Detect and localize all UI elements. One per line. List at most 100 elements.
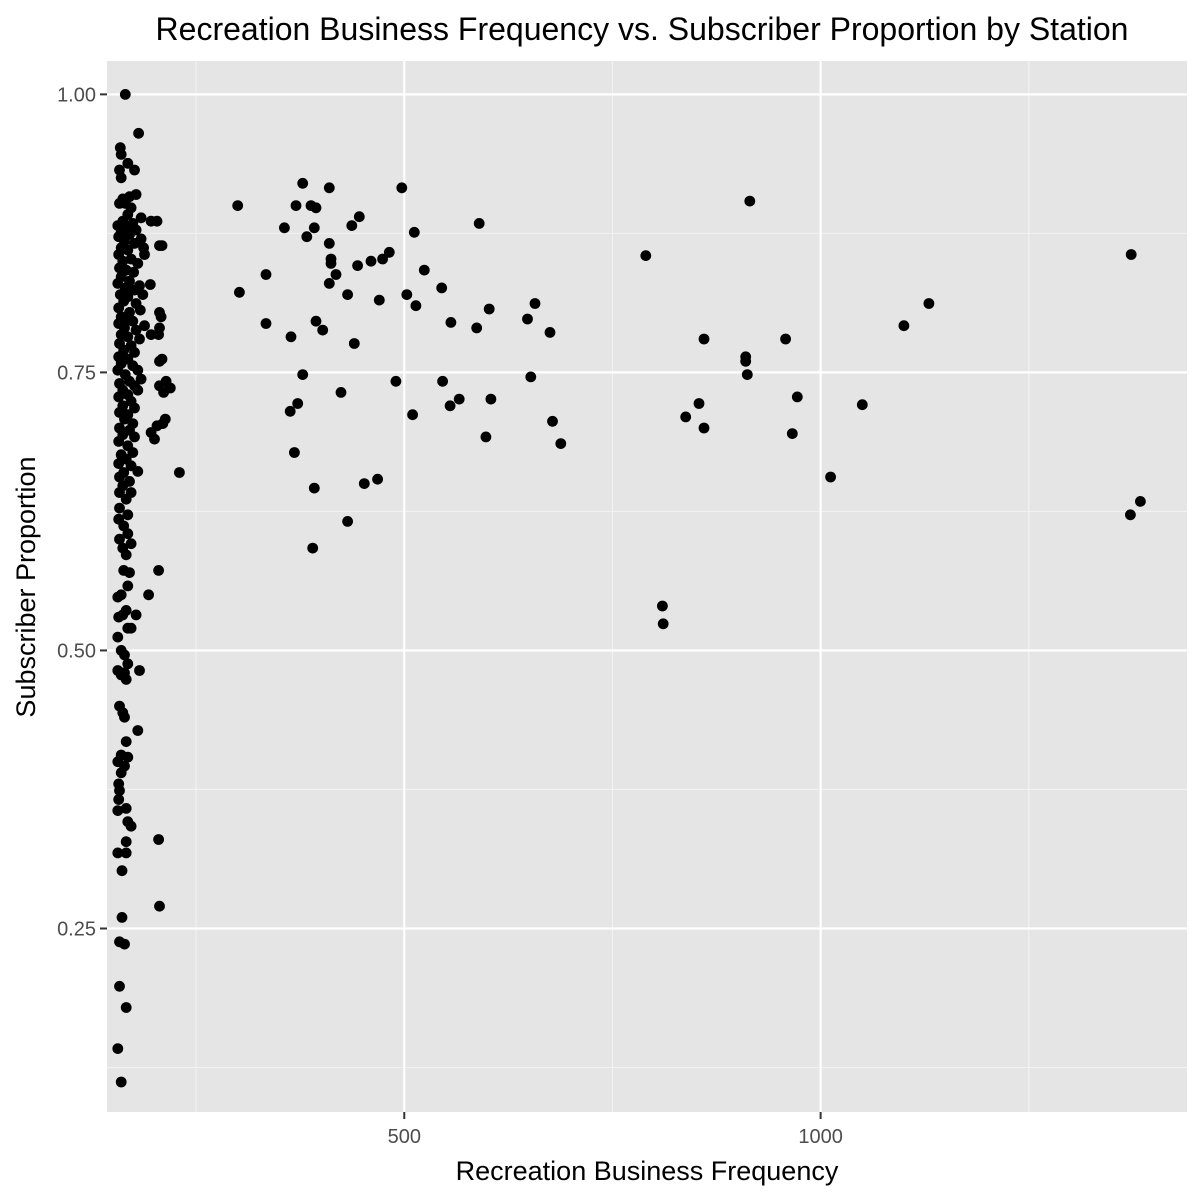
- scatter-point: [119, 413, 130, 425]
- scatter-point: [122, 509, 134, 521]
- scatter-point: [657, 618, 669, 630]
- scatter-point: [260, 318, 272, 329]
- scatter-point: [693, 398, 705, 409]
- scatter-point: [129, 431, 140, 443]
- scatter-point: [122, 658, 134, 670]
- scatter-point: [260, 269, 272, 280]
- scatter-point: [436, 282, 448, 294]
- scatter-point: [129, 238, 140, 249]
- scatter-point: [133, 127, 145, 139]
- scatter-point: [144, 279, 156, 290]
- scatter-point: [390, 375, 402, 387]
- scatter-point: [153, 329, 165, 340]
- y-tick-label: 1.00: [57, 84, 96, 106]
- scatter-point: [112, 631, 124, 643]
- scatter-point: [114, 533, 125, 545]
- scatter-point: [113, 458, 125, 469]
- scatter-point: [297, 177, 309, 189]
- scatter-point: [522, 313, 533, 325]
- scatter-point: [151, 215, 163, 227]
- scatter-point: [473, 218, 485, 229]
- scatter-point: [125, 820, 137, 832]
- scatter-point: [116, 912, 128, 923]
- scatter-point: [232, 200, 244, 212]
- y-axis-title: Subscriber Proportion: [11, 456, 41, 717]
- scatter-point: [113, 611, 125, 623]
- scatter-point: [698, 422, 710, 434]
- x-axis: 500 1000: [388, 1112, 843, 1148]
- scatter-point: [279, 222, 290, 234]
- scatter-point: [471, 322, 483, 334]
- scatter-point: [292, 398, 304, 409]
- scatter-point: [113, 391, 125, 403]
- scatter-point: [1135, 496, 1146, 507]
- scatter-point: [365, 255, 377, 267]
- scatter-point: [122, 157, 134, 169]
- scatter-point: [112, 847, 124, 859]
- x-tick-label: 1000: [798, 1126, 843, 1148]
- scatter-point: [122, 622, 134, 634]
- scatter-point: [128, 266, 140, 278]
- scatter-point: [680, 411, 692, 423]
- scatter-point: [134, 333, 145, 345]
- scatter-point: [780, 333, 791, 345]
- scatter-point: [122, 751, 134, 763]
- scatter-point: [112, 591, 124, 603]
- scatter-point: [396, 182, 408, 194]
- x-tick-label: 500: [388, 1126, 421, 1148]
- scatter-point: [323, 278, 335, 289]
- scatter-point: [923, 298, 935, 309]
- scatter-point: [525, 371, 537, 383]
- scatter-point: [139, 320, 150, 332]
- scatter-point: [323, 182, 335, 194]
- scatter-point: [555, 438, 567, 449]
- scatter-point: [122, 244, 134, 256]
- scatter-point: [373, 294, 385, 306]
- scatter-point: [383, 246, 395, 258]
- scatter-point: [418, 264, 430, 276]
- scatter-point: [119, 89, 131, 100]
- scatter-point: [134, 665, 145, 676]
- chart-title: Recreation Business Frequency vs. Subscr…: [156, 11, 1129, 47]
- scatter-point: [115, 1076, 127, 1088]
- y-tick-label: 0.25: [57, 918, 96, 940]
- scatter-point: [130, 609, 142, 621]
- scatter-point: [120, 836, 132, 848]
- scatter-point: [127, 447, 139, 458]
- scatter-point: [139, 249, 150, 260]
- scatter-point: [342, 289, 353, 300]
- scatter-point: [1125, 249, 1137, 260]
- scatter-point: [310, 202, 322, 214]
- scatter-point: [657, 600, 668, 612]
- scatter-point: [132, 725, 144, 736]
- scatter-point: [744, 195, 756, 207]
- scatter-point: [284, 405, 296, 417]
- scatter-point: [698, 333, 710, 345]
- scatter-point: [116, 865, 128, 877]
- scatter-point: [310, 315, 322, 327]
- scatter-point: [335, 387, 347, 398]
- scatter-point: [407, 409, 418, 421]
- scatter-point: [120, 674, 132, 685]
- scatter-point: [234, 286, 245, 298]
- scatter-point: [130, 324, 142, 336]
- scatter-point: [1125, 509, 1136, 521]
- scatter-point: [740, 355, 752, 367]
- scatter-point: [134, 304, 146, 316]
- scatter-point: [174, 467, 185, 478]
- scatter-point: [113, 794, 125, 805]
- scatter-point: [143, 589, 155, 601]
- scatter-point: [325, 258, 337, 269]
- scatter-point: [115, 767, 127, 779]
- scatter-point: [119, 649, 130, 661]
- scatter-point: [124, 567, 135, 578]
- scatter-point: [120, 549, 132, 561]
- scatter-point: [483, 303, 495, 315]
- scatter-point: [119, 711, 130, 723]
- scatter-point: [114, 487, 125, 498]
- scatter-point: [129, 164, 140, 176]
- scatter-point: [122, 528, 134, 540]
- scatter-point: [113, 302, 125, 314]
- scatter-point: [114, 502, 125, 514]
- scatter-point: [410, 300, 422, 312]
